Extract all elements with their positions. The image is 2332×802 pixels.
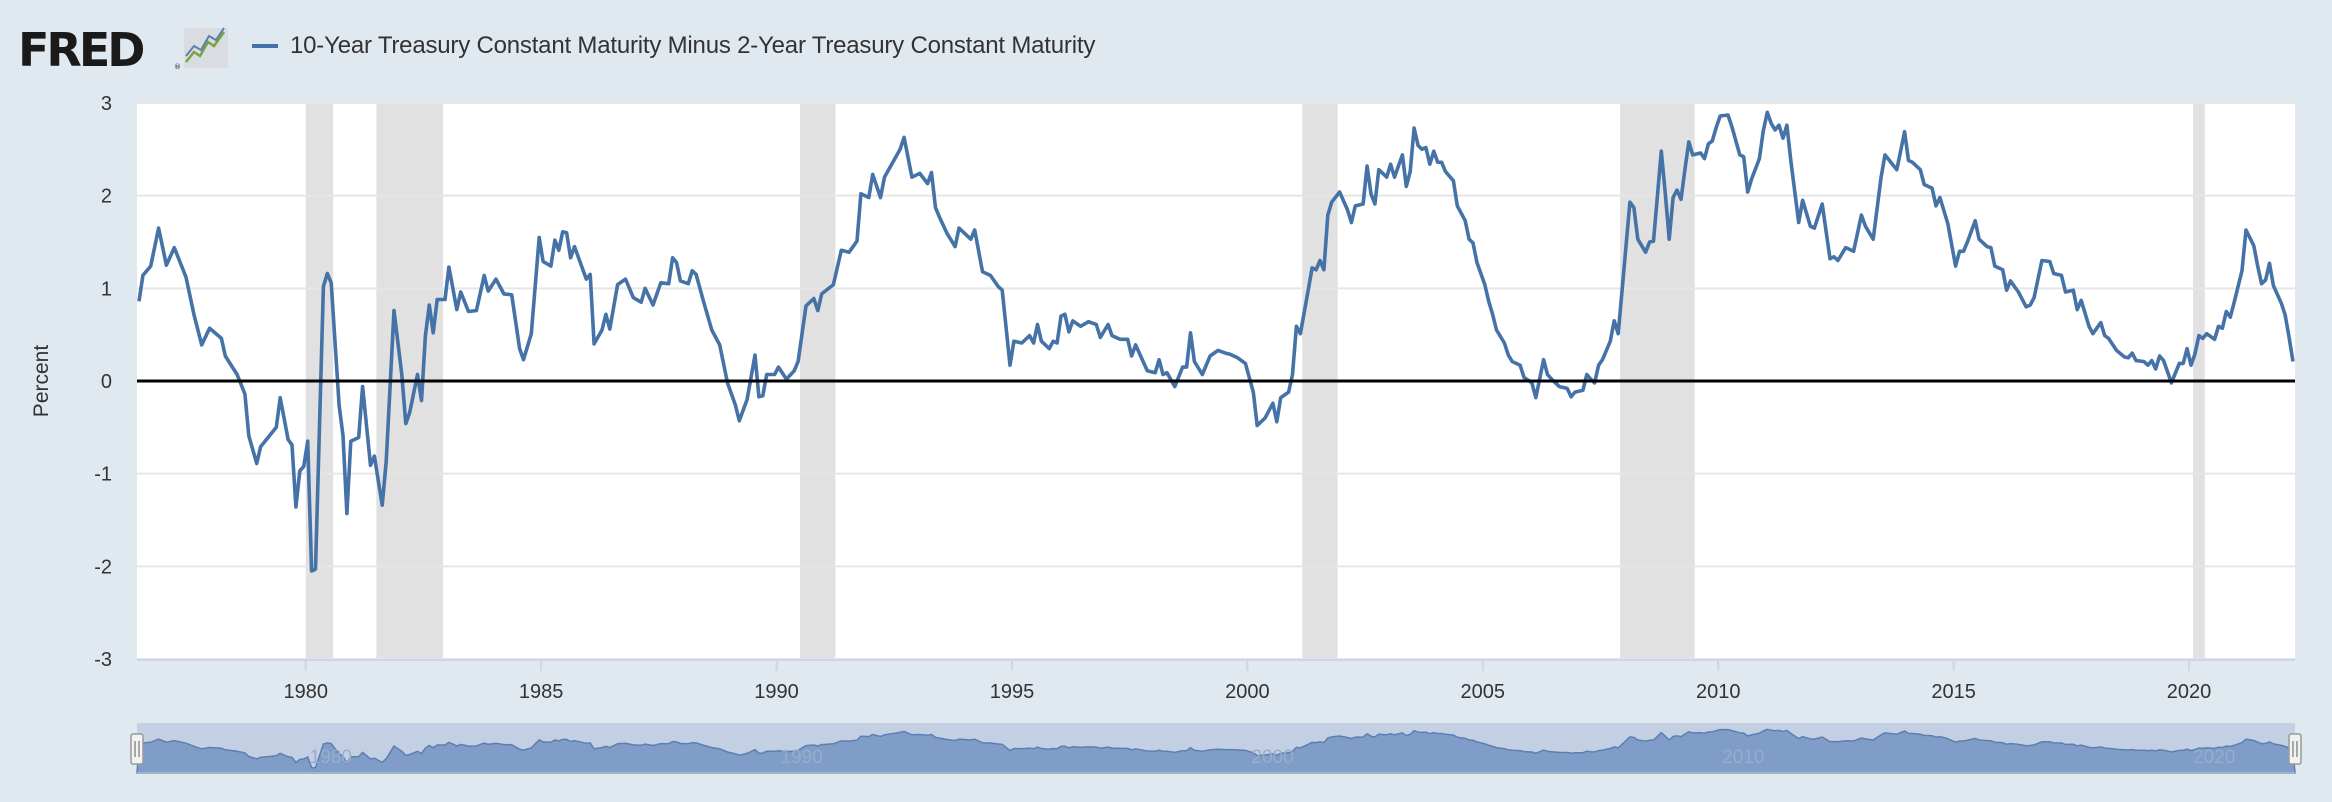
handle-grip[interactable]: [2288, 733, 2302, 765]
x-tick-label: 2005: [1461, 681, 1506, 703]
navigator-label: 1990: [781, 747, 823, 768]
y-tick-label: 2: [101, 186, 112, 208]
svg-text:®: ®: [174, 63, 181, 71]
navigator-label: 2020: [2193, 747, 2235, 768]
y-tick-label: -2: [94, 556, 112, 578]
navigator[interactable]: 1980 1990 2000 2010 2020: [130, 723, 2302, 774]
navigator-series: [136, 728, 2296, 774]
navigator-handle-left[interactable]: [130, 733, 144, 765]
navigator-label: 2010: [1722, 747, 1764, 768]
svg-text:FRED: FRED: [18, 23, 143, 72]
y-tick-label: 1: [101, 278, 112, 300]
y-tick-label: -1: [94, 464, 112, 486]
handle-grip[interactable]: [130, 733, 144, 765]
y-tick-label: 3: [101, 93, 112, 115]
fred-logo[interactable]: FRED ®: [18, 22, 233, 72]
navigator-handle-right[interactable]: [2288, 733, 2302, 765]
series-line: [137, 110, 2295, 573]
legend-label: 10-Year Treasury Constant Maturity Minus…: [290, 32, 1096, 59]
x-tick-label: 1995: [990, 681, 1035, 703]
legend-swatch: [252, 44, 278, 48]
y-tick-label: 0: [101, 371, 112, 393]
chart-line-icon: [184, 27, 228, 68]
x-tick-label: 2000: [1225, 681, 1270, 703]
x-tick-label: 2020: [2167, 681, 2212, 703]
legend-item[interactable]: 10-Year Treasury Constant Maturity Minus…: [252, 28, 1095, 64]
navigator-label: 1980: [310, 747, 352, 768]
x-tick-label: 1990: [754, 681, 799, 703]
x-tick-label: 2010: [1696, 681, 1741, 703]
x-tick-label: 1980: [283, 681, 328, 703]
y-tick-label: -3: [94, 649, 112, 671]
y-axis-label: Percent: [30, 345, 53, 418]
x-tick-label: 1985: [519, 681, 564, 703]
x-tick-label: 2015: [1931, 681, 1976, 703]
navigator-label: 2000: [1251, 747, 1293, 768]
